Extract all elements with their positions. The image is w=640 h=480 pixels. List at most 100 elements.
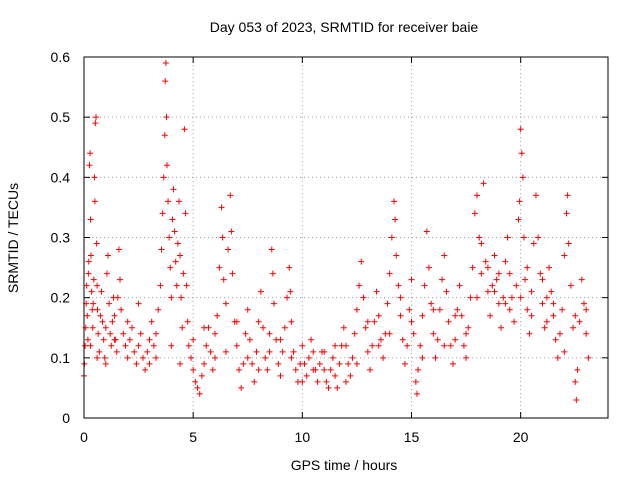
data-point [94, 282, 101, 289]
data-point [137, 330, 144, 337]
data-point [94, 306, 101, 313]
data-point [460, 342, 467, 349]
data-point [305, 354, 312, 361]
data-point [251, 378, 258, 385]
data-point [327, 366, 334, 373]
data-point [236, 366, 243, 373]
data-point [146, 336, 153, 343]
data-point [218, 204, 225, 211]
data-point [212, 354, 218, 361]
data-point [567, 282, 574, 289]
data-point [275, 360, 282, 367]
data-point [177, 252, 184, 259]
data-point [83, 282, 90, 289]
data-point [482, 258, 489, 265]
data-point [106, 300, 113, 307]
data-point [90, 276, 97, 283]
data-point [375, 312, 382, 319]
x-axis-label: GPS time / hours [291, 457, 398, 473]
chart-title: Day 053 of 2023, SRMTID for receiver bai… [210, 19, 479, 35]
data-point [554, 354, 561, 361]
data-point [179, 324, 186, 331]
data-point [358, 258, 365, 265]
data-point [535, 234, 542, 241]
data-point [255, 318, 262, 325]
data-point [268, 246, 275, 253]
y-tick-label: 0.1 [51, 350, 71, 366]
data-point [408, 276, 415, 283]
data-point [321, 366, 328, 373]
data-point [87, 150, 94, 157]
data-point [185, 342, 192, 349]
data-point [452, 336, 459, 343]
data-point [100, 336, 107, 343]
data-point [539, 276, 546, 283]
data-point [329, 354, 336, 361]
data-point [397, 294, 404, 301]
data-point [209, 366, 216, 373]
data-point [308, 336, 315, 343]
data-point [561, 252, 568, 259]
data-point [371, 318, 378, 325]
data-point [528, 312, 535, 319]
data-point [574, 366, 581, 373]
data-point [395, 282, 402, 289]
data-point [353, 360, 360, 367]
data-point [332, 372, 339, 379]
data-point [201, 324, 208, 331]
data-point [413, 390, 420, 397]
data-point [520, 234, 527, 241]
data-point [351, 330, 358, 337]
data-point [85, 270, 92, 277]
data-point [321, 348, 328, 355]
data-point [434, 336, 441, 343]
data-point [115, 246, 122, 253]
data-point [543, 318, 550, 325]
data-point [500, 294, 507, 301]
data-point [131, 348, 138, 355]
data-point [233, 342, 240, 349]
data-point [177, 360, 184, 367]
data-point [244, 306, 251, 313]
data-point [222, 300, 229, 307]
data-point [452, 312, 459, 319]
data-point [516, 198, 523, 205]
data-point [456, 282, 463, 289]
data-point [171, 228, 178, 235]
data-point [506, 270, 513, 277]
data-point [88, 288, 95, 295]
data-point [356, 282, 363, 289]
data-point [98, 288, 105, 295]
data-point [530, 240, 537, 247]
data-point [108, 342, 115, 349]
data-point [323, 378, 330, 385]
data-point [242, 330, 249, 337]
data-point [129, 324, 136, 331]
data-point [423, 228, 430, 235]
data-point [399, 336, 406, 343]
data-point [229, 270, 236, 277]
data-point [288, 354, 295, 361]
data-point [332, 342, 339, 349]
data-point [406, 306, 413, 313]
data-point [192, 378, 199, 385]
data-point [369, 342, 376, 349]
data-point [85, 258, 92, 265]
data-point [93, 114, 100, 121]
data-point [201, 360, 208, 367]
axis-ticks: 0 0.1 0.2 0.3 0.4 0.5 0.6 0 5 10 15 20 [51, 49, 608, 445]
data-point [570, 324, 577, 331]
data-point [168, 342, 175, 349]
data-point [249, 360, 256, 367]
data-point [287, 288, 294, 295]
data-point [495, 270, 502, 277]
data-point [292, 366, 299, 373]
data-point [181, 126, 188, 133]
data-point [349, 354, 356, 361]
data-points [81, 60, 592, 403]
data-point [99, 318, 106, 325]
data-point [255, 366, 262, 373]
data-point [537, 270, 544, 277]
data-point [169, 216, 176, 223]
